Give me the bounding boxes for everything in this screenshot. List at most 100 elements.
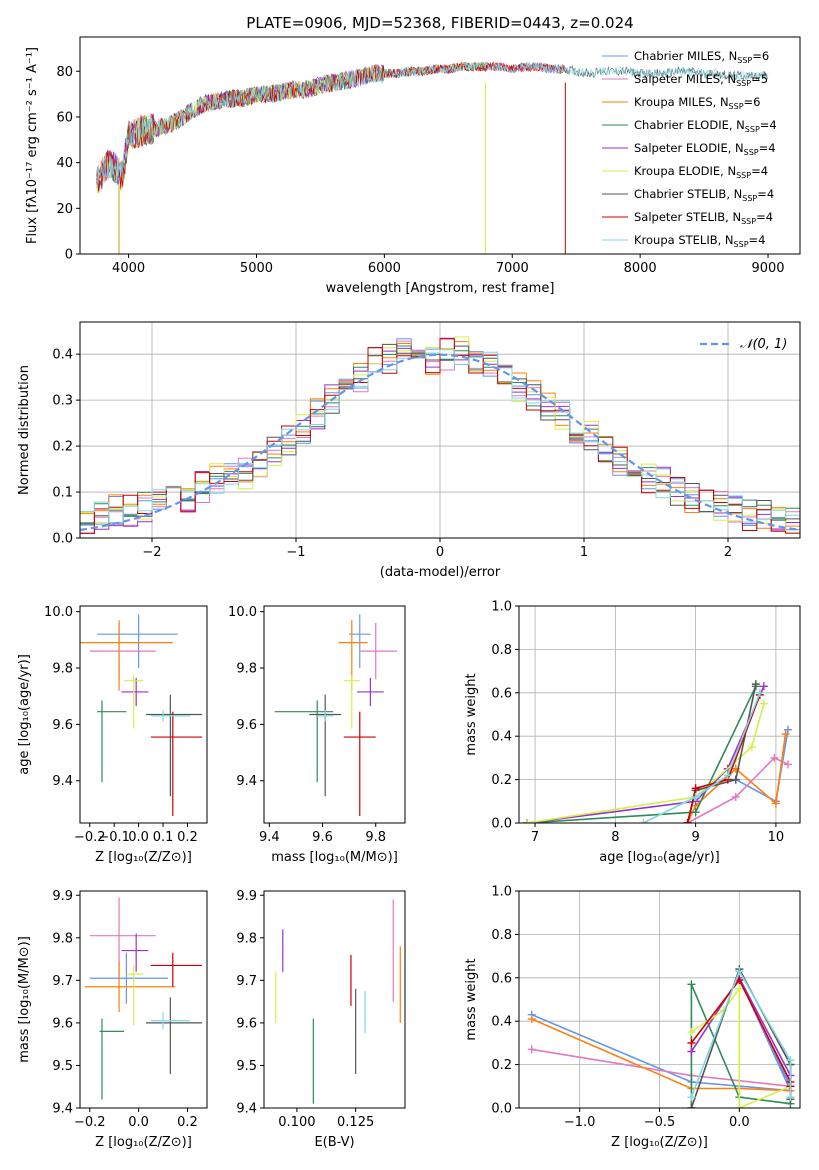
marker-kroupa_miles xyxy=(781,730,790,739)
marker-kroupa_elodie xyxy=(523,819,532,823)
marker-kroupa_stelib xyxy=(687,1093,696,1102)
marker-kroupa_elodie xyxy=(735,1104,744,1108)
panels: 4000 5000 6000 7000 8000 9000020406080wavelen… xyxy=(17,36,801,1150)
y-tick-label: 9.6 xyxy=(236,1016,257,1031)
y-axis-label: age [log₁₀(age/yr)] xyxy=(17,654,32,775)
y-tick-label: 9.4 xyxy=(52,1102,73,1117)
axes-frame xyxy=(263,605,406,824)
y-tick-label: 0.4 xyxy=(52,348,73,363)
legend-label: Salpeter MILES, NSSP=5 xyxy=(634,72,768,88)
y-tick-label: 10.0 xyxy=(44,605,73,620)
x-tick-label: 2 xyxy=(724,545,732,560)
x-tick-label: 4000 xyxy=(112,261,145,276)
y-tick-label: 9.5 xyxy=(52,1059,73,1074)
mass-weight-vs-age-panel: 7 8 9 10 0.0 0.2 0.4 0.6 0.8 1.0 age [log₁₀(age/yr… xyxy=(464,600,801,865)
y-tick-label: 9.9 xyxy=(236,889,257,904)
axes-frame xyxy=(79,36,801,255)
y-tick-label: 9.4 xyxy=(52,774,73,789)
marker-chabrier_miles xyxy=(783,725,792,734)
y-tick-label: 9.8 xyxy=(236,662,257,677)
x-tick-label: 0.1 xyxy=(153,830,174,845)
x-tick-label: 0.0 xyxy=(729,1115,750,1130)
x-tick-label: −0.1 xyxy=(98,830,130,845)
x-tick-label: −0.5 xyxy=(644,1115,676,1130)
x-axis-label: wavelength [Angstrom, rest frame] xyxy=(326,281,555,296)
axes-frame xyxy=(79,605,208,824)
series-line-kroupa_miles xyxy=(531,1018,791,1092)
series-line-kroupa_stelib xyxy=(690,969,792,1098)
axes-frame xyxy=(263,890,406,1109)
y-tick-label: 0 xyxy=(65,248,73,263)
y-tick-label: 9.7 xyxy=(52,974,73,989)
residuals-panel: −2 −1 0 1 2 0.0 0.1 0.2 0.3 0.4 (data-model)/error… xyxy=(17,321,801,580)
histogram-kroupa_stelib xyxy=(80,349,800,538)
y-tick-label: 60 xyxy=(56,110,73,125)
axes-frame xyxy=(518,605,801,824)
legend-label: 𝒩(0, 1) xyxy=(740,337,787,352)
spectrum-line-chabrier_elodie xyxy=(96,62,487,191)
y-axis-label: Flux [fλ10⁻¹⁷ erg cm⁻² s⁻¹ A⁻¹] xyxy=(25,47,40,244)
marker-kroupa_stelib xyxy=(691,792,700,801)
marker-salpeter_miles xyxy=(770,753,779,762)
y-tick-label: 80 xyxy=(56,65,73,80)
x-tick-label: 0.125 xyxy=(337,1115,374,1130)
x-tick-label: 9.6 xyxy=(312,830,333,845)
x-tick-label: 0.2 xyxy=(177,830,198,845)
series-line-salpeter_elodie xyxy=(526,685,765,823)
x-axis-label: Z [log₁₀(Z/Z⊙)] xyxy=(95,850,192,865)
y-tick-label: 0.0 xyxy=(52,532,73,547)
y-tick-label: 0.6 xyxy=(491,971,512,986)
series-line-chabrier_stelib xyxy=(690,967,792,1108)
marker-chabrier_stelib xyxy=(731,775,740,784)
y-tick-label: 9.8 xyxy=(52,662,73,677)
series-line-kroupa_elodie xyxy=(526,703,765,823)
marker-kroupa_elodie xyxy=(735,984,744,993)
marker-kroupa_stelib xyxy=(735,967,744,976)
legend-label: Kroupa ELODIE, NSSP=4 xyxy=(634,164,768,180)
x-tick-label: 1 xyxy=(580,545,588,560)
series xyxy=(527,965,795,1108)
points xyxy=(84,897,203,1100)
legend-label: Kroupa MILES, NSSP=6 xyxy=(634,95,760,111)
x-tick-label: 6000 xyxy=(368,261,401,276)
points xyxy=(80,614,203,816)
series-line-chabrier_elodie xyxy=(526,685,757,823)
y-tick-label: 9.4 xyxy=(236,1102,257,1117)
y-tick-label: 9.8 xyxy=(52,931,73,946)
y-tick-label: 1.0 xyxy=(491,885,512,900)
y-tick-label: 0.2 xyxy=(491,773,512,788)
points xyxy=(274,614,398,816)
series-line-kroupa_stelib xyxy=(643,692,761,823)
marker-salpeter_elodie xyxy=(759,682,768,691)
y-tick-label: 40 xyxy=(56,156,73,171)
x-axis-label: mass [log₁₀(M/M⊙)] xyxy=(271,850,398,865)
x-tick-label: 10 xyxy=(768,830,785,845)
spectrum-panel: 4000 5000 6000 7000 8000 9000 0 20 40 60 80 wavelen… xyxy=(25,36,801,296)
x-tick-label: 9000 xyxy=(751,261,784,276)
mass-vs-ebv-panel: 0.100 0.125 9.4 9.5 9.6 9.7 9.8 9.9 E(B-V) xyxy=(236,889,406,1150)
y-axis-label: Normed distribution xyxy=(17,365,32,495)
marker-kroupa_stelib xyxy=(786,1056,795,1065)
x-tick-label: 7000 xyxy=(496,261,529,276)
marker-chabrier_elodie xyxy=(691,808,700,817)
y-axis-label: mass weight xyxy=(464,673,479,755)
marker-salpeter_stelib xyxy=(691,784,700,793)
y-tick-label: 9.6 xyxy=(52,1016,73,1031)
y-tick-label: 0.2 xyxy=(52,440,73,455)
y-axis-label: mass [log₁₀(M/M⊙)] xyxy=(17,936,32,1063)
figure-title: PLATE=0906, MJD=52368, FIBERID=0443, z=0… xyxy=(246,14,633,32)
marker-kroupa_miles xyxy=(527,1015,536,1024)
legend-label: Salpeter ELODIE, NSSP=4 xyxy=(634,141,776,157)
series-line-salpeter_miles xyxy=(531,1048,791,1088)
histograms xyxy=(80,336,800,538)
y-tick-label: 0.8 xyxy=(491,643,512,658)
x-tick-label: 0.100 xyxy=(278,1115,315,1130)
y-tick-label: 0.2 xyxy=(491,1058,512,1073)
x-tick-label: 0.0 xyxy=(128,830,149,845)
normal-curve xyxy=(80,353,800,531)
y-tick-label: 0.0 xyxy=(491,1102,512,1117)
x-axis-label: Z [log₁₀(Z/Z⊙)] xyxy=(95,1135,192,1150)
series xyxy=(523,680,792,823)
series-line-chabrier_miles xyxy=(531,977,792,1092)
